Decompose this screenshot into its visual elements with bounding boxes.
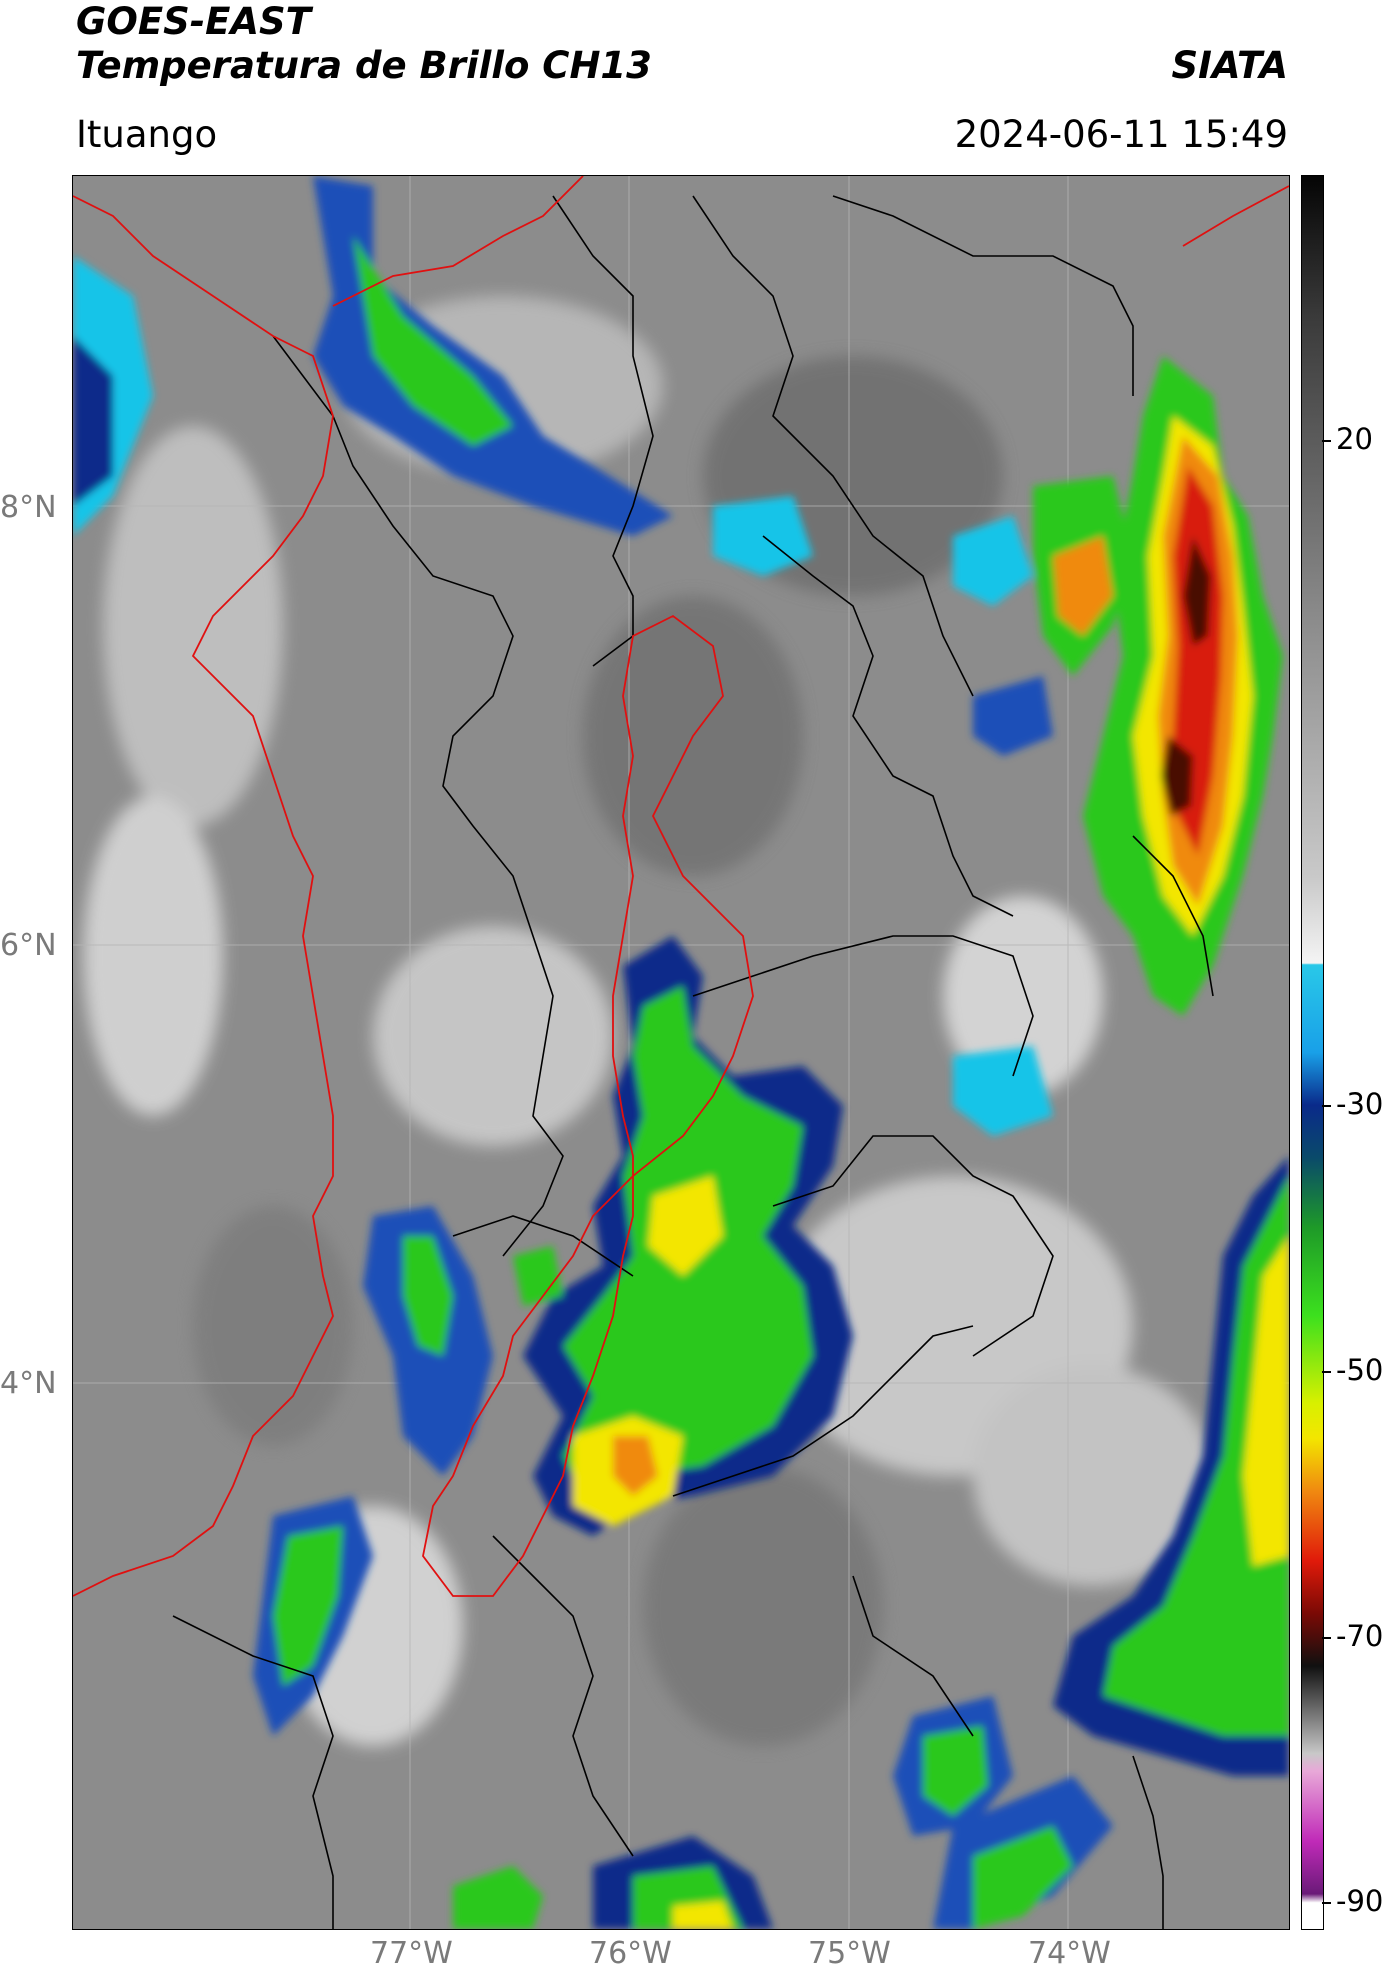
timestamp-label: 2024-06-11 15:49 [954, 113, 1288, 156]
department-borders [172, 195, 1214, 1929]
lon-label-74: 74°W [1028, 1936, 1111, 1971]
graticule [73, 176, 1289, 1929]
colorbar-label-minus50: -50 [1336, 1353, 1384, 1387]
location-label: Ituango [76, 113, 218, 156]
lon-label-76: 76°W [589, 1936, 672, 1971]
brand-label: SIATA [1171, 44, 1288, 87]
lat-label-6: 6°N [0, 928, 57, 963]
colorbar-gradient [1302, 176, 1323, 1929]
coastline-basin [73, 176, 1289, 1597]
colorbar-label-minus90: -90 [1336, 1884, 1384, 1918]
colorbar-tick-mark [1322, 1105, 1331, 1107]
colorbar-label-20: 20 [1336, 422, 1373, 456]
lon-label-77: 77°W [370, 1936, 453, 1971]
cloud-tops [73, 176, 1289, 1929]
product-title: Temperatura de Brillo CH13 [76, 44, 652, 87]
colorbar [1301, 175, 1324, 1930]
colorbar-label-minus30: -30 [1336, 1087, 1384, 1121]
satellite-map [72, 175, 1290, 1930]
lon-label-75: 75°W [808, 1936, 891, 1971]
map-canvas [73, 176, 1289, 1929]
colorbar-tick-mark [1322, 1371, 1331, 1373]
colorbar-tick-mark [1322, 1902, 1331, 1904]
lat-label-8: 8°N [0, 490, 57, 525]
colorbar-tick-mark [1322, 1637, 1331, 1639]
colorbar-tick-mark [1322, 440, 1331, 442]
colorbar-label-minus70: -70 [1336, 1619, 1384, 1653]
satellite-title: GOES-EAST [76, 0, 311, 43]
lat-label-4: 4°N [0, 1366, 57, 1401]
